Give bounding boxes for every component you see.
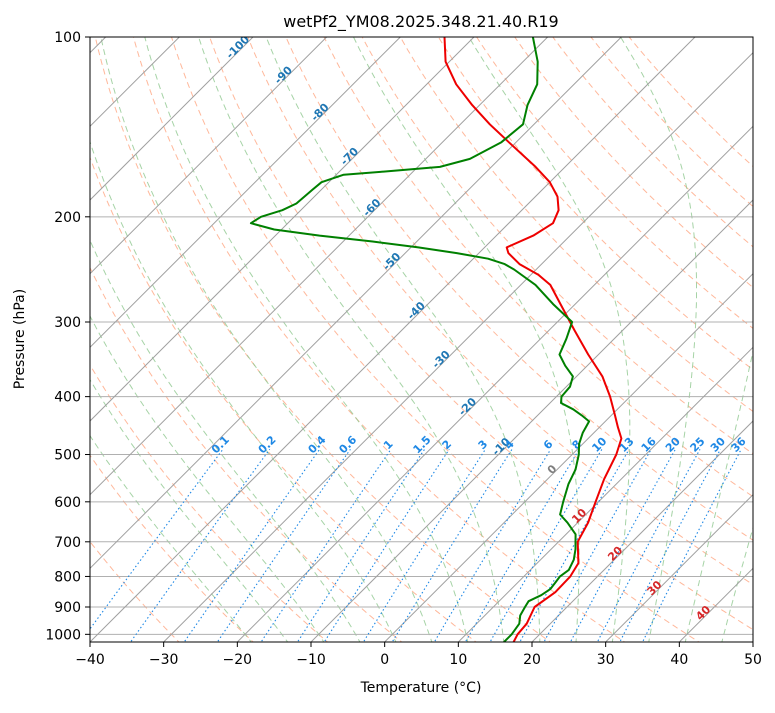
isotherm-line bbox=[679, 37, 775, 642]
mixing-ratio-line bbox=[79, 449, 223, 644]
y-axis-label: Pressure (hPa) bbox=[12, 289, 28, 389]
mixing-ratio-line bbox=[391, 449, 512, 644]
y-tick-label: 900 bbox=[54, 600, 81, 616]
isotherm-line bbox=[0, 37, 474, 642]
dry-adiabat bbox=[130, 24, 629, 645]
mixing-ratio-label: 6 bbox=[541, 437, 556, 452]
y-tick-label: 200 bbox=[54, 210, 81, 226]
moist-adiabat bbox=[354, 37, 580, 645]
isotherm-line bbox=[16, 37, 621, 642]
mixing-ratio-line bbox=[362, 449, 486, 644]
x-tick-label: −40 bbox=[75, 652, 105, 668]
x-tick-label: −10 bbox=[296, 652, 326, 668]
isotherm-label: -40 bbox=[405, 299, 428, 322]
y-tick-label: 600 bbox=[54, 495, 81, 511]
isotherm-label: -90 bbox=[272, 63, 295, 86]
mixing-ratio-line bbox=[433, 449, 551, 644]
moist-adiabat bbox=[64, 37, 397, 645]
isotherm-line bbox=[237, 37, 775, 642]
dry-adiabat bbox=[0, 24, 256, 645]
isotherm-label-warm: 30 bbox=[645, 578, 665, 598]
isotherm-line bbox=[90, 37, 695, 642]
x-tick-label: 20 bbox=[523, 652, 541, 668]
moist-adiabat bbox=[266, 37, 540, 645]
mixing-ratio-label: 0.6 bbox=[336, 433, 359, 456]
temperature-line bbox=[445, 37, 622, 642]
moist-adiabats bbox=[0, 37, 775, 645]
mixing-ratio-label: 3 bbox=[476, 437, 491, 452]
x-tick-label: −20 bbox=[223, 652, 253, 668]
dry-adiabat bbox=[393, 24, 775, 645]
x-tick-label: 0 bbox=[380, 652, 389, 668]
mixing-ratio-label: 30 bbox=[708, 435, 728, 455]
isobar-grid bbox=[90, 37, 753, 634]
y-tick-label: 300 bbox=[54, 315, 81, 331]
isotherm-line bbox=[606, 37, 775, 642]
isotherm-label: -20 bbox=[456, 395, 479, 418]
moist-adiabat bbox=[32, 37, 361, 645]
mixing-ratio-line bbox=[259, 449, 391, 644]
x-tick-label: 40 bbox=[670, 652, 688, 668]
dry-adiabats bbox=[0, 24, 775, 645]
plot-area: -100-90-80-70-60-50-40-30-20-10010203040… bbox=[0, 24, 775, 645]
mixing-ratio-label: 1.5 bbox=[411, 433, 434, 456]
mixing-ratio-label: 36 bbox=[729, 435, 749, 455]
y-axis: 100 200 300 400 500 600 700 800 900 1000 bbox=[45, 30, 90, 643]
moist-adiabat bbox=[145, 37, 469, 645]
x-axis-label: Temperature (°C) bbox=[360, 680, 482, 696]
mixing-ratio-label: 0.2 bbox=[256, 433, 279, 456]
moist-adiabat bbox=[0, 37, 289, 645]
isotherm-line bbox=[164, 37, 769, 642]
y-tick-label: 1000 bbox=[45, 627, 81, 643]
isotherm-line bbox=[753, 37, 775, 642]
profile-series bbox=[251, 37, 622, 642]
x-tick-label: 10 bbox=[449, 652, 467, 668]
y-tick-label: 800 bbox=[54, 569, 81, 585]
mixing-ratio-label: 16 bbox=[639, 435, 659, 455]
y-tick-label: 700 bbox=[54, 535, 81, 551]
x-axis: −40 −30 −20 −10 0 10 20 30 40 50 bbox=[75, 642, 762, 668]
dry-adiabat bbox=[280, 24, 775, 645]
isotherm-label: -70 bbox=[338, 145, 361, 168]
mixing-ratio-label: 2 bbox=[440, 437, 455, 452]
plot-frame bbox=[90, 37, 753, 642]
moist-adiabat bbox=[721, 37, 775, 645]
isotherm-label: -30 bbox=[430, 348, 453, 371]
y-tick-label: 400 bbox=[54, 390, 81, 406]
mixing-ratio-label: 20 bbox=[663, 435, 683, 455]
mixing-ratio-line bbox=[296, 449, 425, 644]
moist-adiabat bbox=[621, 37, 697, 645]
isotherm-label: -50 bbox=[380, 250, 403, 273]
isotherm-grid bbox=[0, 37, 775, 642]
isotherm-label-warm: 10 bbox=[569, 506, 589, 526]
isotherm-line bbox=[0, 37, 327, 642]
mixing-ratio-label: 10 bbox=[589, 435, 609, 455]
mixing-ratio-line bbox=[183, 449, 320, 644]
dry-adiabat bbox=[355, 24, 775, 645]
mixing-ratio-label: 1 bbox=[381, 437, 396, 452]
mixing-ratio-line bbox=[216, 449, 351, 644]
isotherm-line bbox=[0, 37, 400, 642]
dry-adiabat bbox=[17, 24, 405, 645]
y-tick-label: 100 bbox=[54, 30, 81, 46]
mixing-ratio-label: 0.1 bbox=[209, 433, 232, 456]
x-tick-label: 30 bbox=[597, 652, 615, 668]
chart-title: wetPf2_YM08.2025.348.21.40.R19 bbox=[283, 12, 558, 32]
y-tick-label: 500 bbox=[54, 448, 81, 464]
mixing-ratio-lines bbox=[79, 449, 742, 644]
x-tick-label: 50 bbox=[744, 652, 762, 668]
dewpoint-line bbox=[251, 37, 589, 642]
moist-adiabat bbox=[685, 37, 775, 645]
dry-adiabat bbox=[506, 24, 775, 645]
x-tick-label: −30 bbox=[149, 652, 179, 668]
isotherm-label-warm: 40 bbox=[693, 603, 713, 623]
